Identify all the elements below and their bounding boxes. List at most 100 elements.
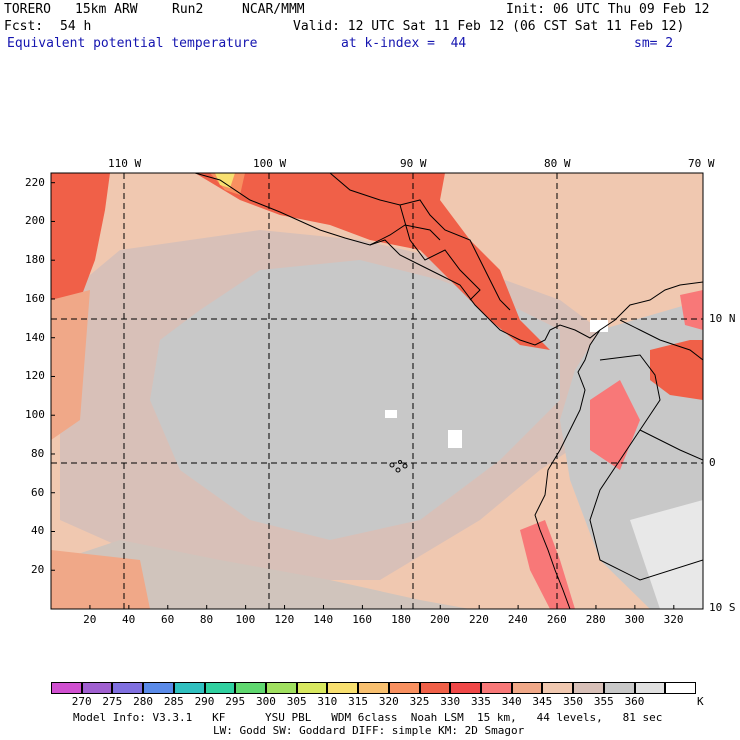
y-tick-label: 20 [31,563,45,577]
theta-e-red-northwest [51,173,110,300]
model-resolution: 15km ARW [75,2,138,17]
border-brazil [639,429,703,461]
theta-e-salmon-ecuador [590,380,640,470]
colorbar-swatch [665,682,696,694]
land-light-region [630,500,703,609]
physics-info: LW: Godd SW: Goddard DIFF: simple KM: 2D… [213,724,525,737]
x-tick-label: 260 [546,613,567,626]
colorbar-label: 295 [225,695,246,708]
y-ticks [51,182,55,571]
colorbar-label: 325 [409,695,430,708]
x-tick-label: 60 [160,613,175,626]
x-tick-label: 280 [585,613,606,626]
smoothing-label: sm= 2 [634,36,674,51]
field-name: Equivalent potential temperature [7,36,258,51]
theta-e-white-patch [385,410,397,418]
colorbar-swatch [388,682,420,694]
colorbar-swatch [573,682,604,694]
colorbar-swatch [511,682,543,694]
colorbar-label: 340 [501,695,522,708]
x-tick-label: 240 [507,613,528,626]
colorbar-label: 345 [532,695,553,708]
lat-label-10s: 10 S [709,601,736,614]
colorbar-label: 355 [593,695,614,708]
y-tick-label: 180 [25,253,45,267]
y-tick-label: 200 [25,214,45,228]
border-central-america [399,204,481,301]
colorbar-swatch [143,682,174,694]
forecast-hour: 54 h [60,19,92,34]
lat-label-10n: 10 N [709,312,736,325]
colorbar-unit: K [697,695,704,708]
x-ticks [89,605,675,609]
colorbar-swatch [419,682,451,694]
theta-e-white-patch [448,430,462,448]
coastline-mexico-central-america [194,173,703,346]
valid-time: Valid: 12 UTC Sat 11 Feb 12 (06 CST Sat … [293,19,685,34]
colorbar-label: 350 [563,695,584,708]
theta-e-yellow-mexico [215,173,235,188]
y-tick-label: 60 [31,485,45,499]
x-tick-label: 320 [663,613,684,626]
lon-label-100w: 100 W [253,157,287,170]
y-tick-label: 120 [25,369,45,383]
x-tick-label: 200 [430,613,450,626]
colorbar-label: 315 [348,695,369,708]
colorbar-swatch [112,682,144,694]
run-label: Run2 [172,2,204,17]
coastline-south-america [534,329,601,609]
colorbar-swatch [327,682,359,694]
theta-e-salmon-south [51,550,150,609]
model-info: Model Info: V3.3.1 KF YSU PBL WDM 6class… [73,711,663,724]
border-andes [589,354,703,581]
x-tick-label: 80 [199,613,214,626]
colorbar-label: 330 [440,695,461,708]
colorbar-swatch [204,682,236,694]
colorbar-swatch [296,682,328,694]
x-tick-label: 300 [624,613,645,626]
x-tick-label: 100 [235,613,256,626]
colorbar-label: 275 [102,695,123,708]
theta-e-salmon-west [51,290,90,440]
x-tick-label: 20 [83,613,97,626]
colorbar-label: 300 [256,695,276,708]
y-tick-label: 160 [25,291,45,305]
y-tick-label: 40 [31,524,45,538]
lat-label-0: 0 [709,456,716,469]
level-label: at k-index = 44 [341,36,467,51]
theta-e-light-gray-region [150,260,560,540]
border-mexico-guatemala [369,224,441,246]
x-tick-label: 40 [122,613,136,626]
org-label: NCAR/MMM [242,2,305,17]
colorbar-label: 305 [286,695,307,708]
x-tick-label: 160 [352,613,373,626]
coastline-caribbean [329,173,511,311]
colorbar-swatch [173,682,205,694]
lon-label-110w: 110 W [108,157,142,170]
plot-frame [50,172,704,610]
colorbar-swatch [81,682,113,694]
colorbar-label: 335 [471,695,491,708]
colorbar-swatch [450,682,481,694]
theta-e-white-patch [590,320,608,332]
theta-e-red-colombia [650,340,703,400]
y-tick-label: 80 [31,446,45,460]
border-colombia-venezuela [619,319,703,361]
x-tick-label: 220 [468,613,489,626]
x-tick-label: 120 [274,613,295,626]
colorbar-label: 310 [317,695,338,708]
galapagos-island [398,460,402,464]
lon-label-70w: 70 W [688,157,715,170]
colorbar-swatch [603,682,635,694]
galapagos-island [395,467,401,473]
colorbar-label: 285 [163,695,184,708]
y-tick-label: 100 [25,408,45,422]
theta-e-ocean-south-region [60,540,470,609]
lon-label-80w: 80 W [544,157,571,170]
colorbar-swatch [358,682,389,694]
x-tick-label: 180 [391,613,411,626]
colorbar-label: 270 [71,695,92,708]
forecast-label: Fcst: [4,19,44,34]
colorbar-label: 320 [378,695,399,708]
init-time: Init: 06 UTC Thu 09 Feb 12 [506,2,710,17]
